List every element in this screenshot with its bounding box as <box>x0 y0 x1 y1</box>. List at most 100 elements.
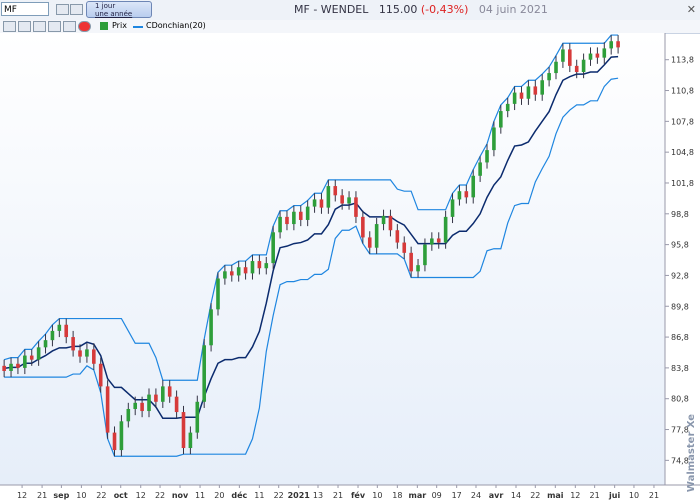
y-tick-label: 92,8 <box>671 271 689 280</box>
candle-body <box>561 49 565 62</box>
x-tick-label: 12 <box>136 491 146 500</box>
y-tick-label: 101,8 <box>671 179 694 188</box>
close-button[interactable]: ✕ <box>686 3 696 16</box>
candle-body <box>340 195 344 204</box>
candle-body <box>57 324 62 331</box>
x-tick-label: sep <box>53 491 69 500</box>
candle-body <box>2 365 6 371</box>
candle-body <box>236 267 241 276</box>
period-dropdown[interactable]: 1 jour une année <box>86 1 152 18</box>
x-tick-label: jui <box>608 491 620 500</box>
candle-body <box>512 92 517 104</box>
x-tick-label: 10 <box>629 491 639 500</box>
candle-body <box>167 386 172 397</box>
candle-body <box>485 150 489 163</box>
candle-body <box>126 408 131 422</box>
candle-body <box>71 337 75 351</box>
candle-body <box>430 238 434 245</box>
x-tick-label: 12 <box>17 491 27 500</box>
candle-body <box>229 271 234 276</box>
chart-header: MF - WENDEL 115.00 (-0,43%) 04 juin 2021 <box>294 3 548 16</box>
chart-title: MF - WENDEL <box>294 3 369 16</box>
y-tick-label: 83,8 <box>671 364 689 373</box>
x-tick-label: 20 <box>214 491 224 500</box>
candle-body <box>416 265 420 272</box>
candle-body <box>409 252 413 272</box>
candle-body <box>499 111 503 128</box>
x-tick-label: mai <box>547 491 564 500</box>
date: 04 juin 2021 <box>478 3 548 16</box>
tool-icon[interactable] <box>63 21 76 32</box>
candle-body <box>602 48 607 58</box>
x-tick-label: 17 <box>452 491 462 500</box>
candle-body <box>278 216 282 233</box>
x-tick-label: déc <box>231 490 247 500</box>
candle-body <box>292 211 296 225</box>
tool-icon[interactable] <box>3 21 16 32</box>
candle-body <box>264 263 269 269</box>
candle-body <box>133 402 138 409</box>
candle-body <box>223 271 227 279</box>
candle-body <box>112 432 117 451</box>
candle-body <box>319 199 324 208</box>
candle-body <box>250 261 255 274</box>
x-tick-label: 10 <box>372 491 382 500</box>
y-tick-label: 110,8 <box>671 87 694 96</box>
symbol-input[interactable]: MF <box>1 2 49 16</box>
x-tick-label: 2021 <box>288 491 311 500</box>
candle-body <box>354 197 358 217</box>
candle-body <box>388 215 393 231</box>
candle-body <box>92 349 96 364</box>
candle-body <box>609 41 613 49</box>
x-tick-label: 21 <box>37 491 47 500</box>
x-tick-label: nov <box>172 491 189 500</box>
x-tick-label: 11 <box>195 491 205 500</box>
tool-icon[interactable] <box>78 21 91 32</box>
candle-body <box>305 206 310 220</box>
candle-body <box>526 86 531 99</box>
candle-body <box>105 386 110 433</box>
candle-body <box>471 175 476 198</box>
y-tick-label: 98,8 <box>671 210 689 219</box>
x-tick-label: mar <box>409 491 427 500</box>
candle-body <box>395 230 400 243</box>
tool-icon[interactable] <box>48 21 61 32</box>
candle-body <box>533 86 538 95</box>
candle-body <box>23 355 27 368</box>
x-tick-label: 13 <box>313 491 323 500</box>
candle-body <box>161 386 165 402</box>
icon-button[interactable] <box>70 4 83 15</box>
tool-icon[interactable] <box>33 21 46 32</box>
candle-body <box>402 242 407 253</box>
x-tick-label: fév <box>351 490 366 500</box>
candle-body <box>181 412 186 449</box>
y-tick-label: 89,8 <box>671 302 689 311</box>
y-tick-label: 113,8 <box>671 56 694 65</box>
candle-body <box>174 396 179 413</box>
y-tick-label: 74,8 <box>671 456 689 465</box>
legend-label: CDonchian(20) <box>146 21 206 30</box>
chart: 113,8 110,8 107,8 104,8 101,8 98,8 95,8 92,8 89,… <box>0 33 700 500</box>
candle-body <box>154 394 158 402</box>
candle-body <box>367 237 372 248</box>
y-tick-label: 86,8 <box>671 333 689 342</box>
candle-body <box>547 73 551 81</box>
y-tick-label: 95,8 <box>671 241 689 250</box>
tool-icon[interactable] <box>18 21 31 32</box>
x-tick-label: 09 <box>432 491 442 500</box>
candle-body <box>285 216 289 225</box>
y-tick-label: 80,8 <box>671 395 689 404</box>
candle-body <box>588 53 593 60</box>
candle-body <box>312 199 317 207</box>
candle-body <box>361 216 365 238</box>
y-tick-label: 107,8 <box>671 117 694 126</box>
candle-body <box>9 363 13 371</box>
candle-body <box>257 261 262 269</box>
candle-body <box>436 238 441 243</box>
candle-body <box>540 80 545 95</box>
candle-body <box>326 186 331 208</box>
candle-body <box>478 162 482 176</box>
icon-button[interactable] <box>56 4 69 15</box>
candle-body <box>216 278 220 310</box>
x-tick-label: 21 <box>333 491 343 500</box>
